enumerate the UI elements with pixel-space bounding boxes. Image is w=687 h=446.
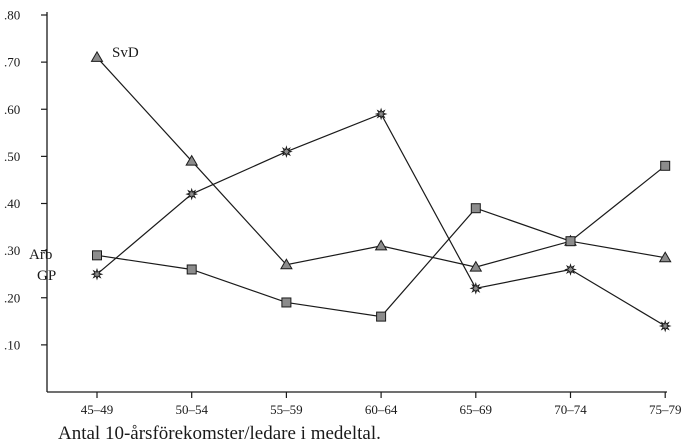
- data-point-gp: [185, 187, 199, 201]
- data-point-arb: [376, 311, 387, 322]
- data-point-gp: [469, 281, 483, 295]
- y-tick-label: .60: [4, 102, 20, 117]
- x-tick-label: 65–69: [460, 402, 493, 417]
- series-line-svd: [96, 57, 666, 268]
- data-point-arb: [565, 236, 576, 247]
- series-label-svd: SvD: [112, 45, 139, 61]
- series-labels: SvD Arb GP: [29, 45, 139, 284]
- data-point-svd: [658, 251, 672, 263]
- x-tick-label: 55–59: [270, 402, 303, 417]
- x-tick-label: 50–54: [175, 402, 208, 417]
- x-tick-label: 45–49: [81, 402, 114, 417]
- series-line-gp: [96, 113, 666, 327]
- data-point-arb: [281, 297, 292, 308]
- data-point-gp: [564, 263, 577, 276]
- chart-caption: Antal 10-årsförekomster/ledare i medelta…: [58, 423, 381, 444]
- data-point-svd: [90, 50, 104, 62]
- y-tick-label: .10: [4, 337, 20, 352]
- data-point-svd: [469, 260, 483, 272]
- y-tick-label: .30: [4, 243, 20, 258]
- y-tick-label: .20: [4, 290, 20, 305]
- x-tick-label: 70–74: [554, 402, 587, 417]
- series-label-gp: GP: [37, 268, 56, 284]
- data-point-arb: [92, 250, 102, 261]
- data-point-arb: [660, 160, 671, 171]
- data-point-gp: [280, 145, 293, 159]
- data-point-arb: [186, 264, 197, 275]
- y-tick-label: .40: [4, 196, 20, 211]
- data-point-svd: [185, 154, 199, 166]
- series-markers: [90, 50, 672, 333]
- y-tick-label: .70: [4, 55, 20, 70]
- x-tick-label: 60–64: [365, 402, 398, 417]
- series-label-arb: Arb: [29, 247, 52, 263]
- data-point-gp: [374, 107, 388, 121]
- data-point-svd: [280, 258, 293, 270]
- data-point-gp: [90, 267, 104, 281]
- data-point-gp: [658, 319, 672, 333]
- series-lines: [96, 57, 666, 327]
- x-tick-label: 75–79: [649, 402, 682, 417]
- axes: .10 .20 .30 .40 .50 .60 .70 .80 45–49 50–54 55–59 6…: [4, 8, 681, 418]
- data-point-svd: [374, 239, 388, 251]
- data-point-arb: [470, 203, 481, 214]
- y-tick-label: .50: [4, 149, 20, 164]
- y-tick-label: .80: [4, 8, 20, 23]
